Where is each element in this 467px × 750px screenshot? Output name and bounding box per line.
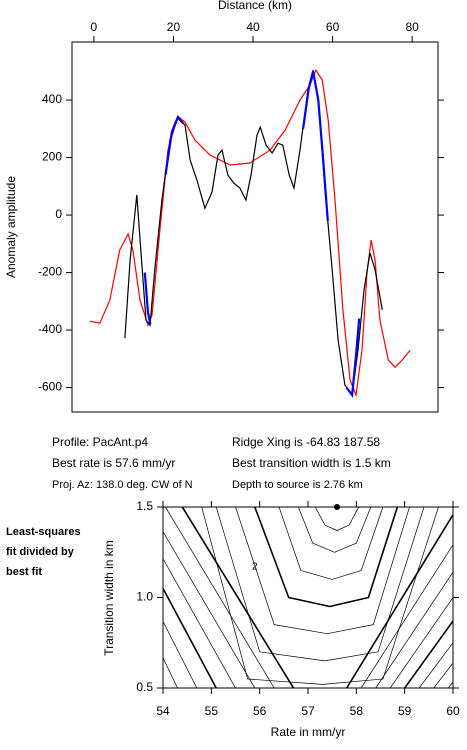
plot-frame — [72, 42, 438, 412]
contour-line — [315, 507, 359, 531]
y-tick-label: -200 — [38, 265, 62, 279]
info-text: Ridge Xing is -64.83 187.58 — [232, 435, 380, 449]
contour-line — [182, 507, 458, 724]
line-series — [90, 70, 410, 395]
x-tick-label: 80 — [405, 20, 419, 34]
info-text: Best transition width is 1.5 km — [232, 456, 391, 470]
y-tick-label: 0 — [55, 207, 62, 221]
x-tick-label: 0 — [91, 20, 98, 34]
info-text: Proj. Az: 138.0 deg. CW of N — [52, 479, 193, 491]
contour-line — [255, 507, 398, 607]
info-text: Profile: PacAnt.p4 — [52, 435, 148, 449]
x-tick-label: 60 — [326, 20, 340, 34]
best-fit-point — [334, 504, 340, 510]
x-tick-label: 60 — [446, 704, 460, 718]
y-axis-title: Anomaly amplitude — [4, 176, 18, 278]
contour-label: 2 — [252, 561, 258, 572]
x-tick-label: 54 — [156, 704, 170, 718]
contour-line — [279, 507, 383, 579]
line-series — [145, 71, 359, 395]
info-text: Depth to source is 2.76 km — [232, 479, 363, 491]
y-tick-label: 0.5 — [136, 680, 153, 694]
x-tick-label: 40 — [246, 20, 260, 34]
x-tick-label: 58 — [350, 704, 364, 718]
contour-line — [216, 507, 424, 661]
info-text: Best rate is 57.6 mm/yr — [52, 456, 175, 470]
y-tick-label: 1.0 — [136, 590, 153, 604]
y-tick-label: 400 — [42, 92, 62, 106]
y-tick-label: -400 — [38, 322, 62, 336]
side-label: best fit — [6, 566, 42, 578]
line-series — [125, 70, 382, 395]
x-tick-label: 59 — [398, 704, 412, 718]
x-axis-title: Rate in mm/yr — [271, 725, 346, 739]
side-label: fit divided by — [6, 546, 75, 558]
side-label: Least-squares — [6, 526, 81, 538]
x-tick-label: 20 — [167, 20, 181, 34]
y-axis-title: Transition width in km — [102, 540, 116, 656]
x-tick-label: 57 — [301, 704, 315, 718]
plot-area — [90, 70, 410, 395]
y-tick-label: 200 — [42, 150, 62, 164]
x-tick-label: 56 — [253, 704, 267, 718]
x-axis-title: Distance (km) — [218, 0, 292, 12]
y-tick-label: 1.5 — [136, 499, 153, 513]
contour-line — [120, 507, 467, 742]
x-tick-label: 55 — [205, 704, 219, 718]
y-tick-label: -600 — [38, 380, 62, 394]
